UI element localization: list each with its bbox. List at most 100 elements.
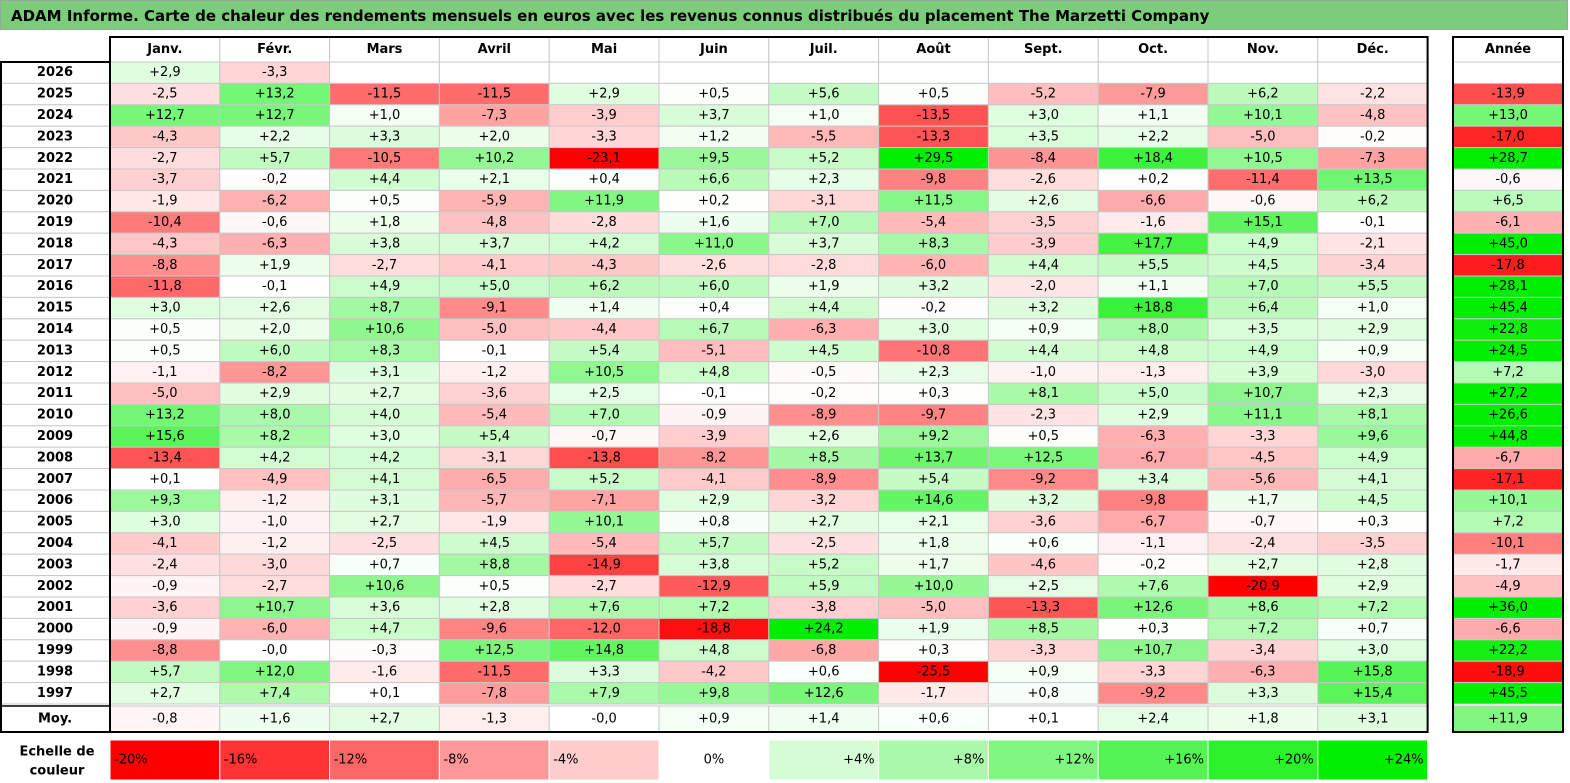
cell-value: -3,4: [1250, 643, 1275, 658]
cell-value: -4,1: [482, 258, 507, 273]
year-label: 2026: [37, 65, 73, 80]
annual-value: +22,2: [1488, 643, 1528, 658]
cell-value: -1,0: [262, 515, 287, 530]
cell-value: +2,7: [369, 515, 401, 530]
cell-value: +10,0: [914, 579, 954, 594]
cell-value: +0,1: [149, 472, 181, 487]
cell-value: +12,5: [474, 643, 514, 658]
cell-value: +2,8: [1357, 557, 1389, 572]
average-value: +2,4: [1137, 712, 1169, 727]
cell-value: +4,2: [259, 450, 291, 465]
cell-value: +1,2: [698, 129, 730, 144]
cell-value: +1,1: [1137, 279, 1169, 294]
cell-value: +6,0: [698, 279, 730, 294]
cell-value: +13,5: [1353, 172, 1393, 187]
cell-value: -3,9: [1031, 236, 1056, 251]
cell-value: +5,2: [808, 557, 840, 572]
cell-value: +2,7: [369, 386, 401, 401]
heatmap-cell: [1207, 61, 1319, 84]
cell-value: +3,0: [149, 515, 181, 530]
cell-value: +5,7: [259, 151, 291, 166]
cell-value: -1,6: [1140, 215, 1165, 230]
average-value: -0,0: [591, 712, 616, 727]
annual-value: -10,1: [1491, 536, 1525, 551]
cell-value: -4,1: [701, 472, 726, 487]
cell-value: +7,2: [1247, 622, 1279, 637]
cell-value: +4,9: [1247, 343, 1279, 358]
cell-value: +2,0: [259, 322, 291, 337]
annual-value: -18,9: [1491, 664, 1525, 679]
heatmap-cell: [987, 61, 1099, 84]
cell-value: +4,5: [1247, 258, 1279, 273]
cell-value: -2,7: [591, 579, 616, 594]
cell-value: +1,0: [808, 108, 840, 123]
year-label: 2021: [37, 172, 73, 187]
year-label: 1997: [37, 686, 73, 701]
cell-value: -23,1: [587, 151, 621, 166]
cell-value: +3,8: [698, 557, 730, 572]
cell-value: +3,7: [698, 108, 730, 123]
cell-value: +4,7: [369, 622, 401, 637]
cell-value: +3,2: [918, 279, 950, 294]
cell-value: +1,6: [698, 215, 730, 230]
average-label-cell: [0, 705, 111, 733]
cell-value: +11,5: [914, 194, 954, 209]
annual-value: +27,2: [1488, 386, 1528, 401]
cell-value: +4,1: [369, 472, 401, 487]
scale-label: -16%: [224, 753, 258, 768]
year-label: 1999: [37, 643, 73, 658]
cell-value: +10,5: [584, 365, 624, 380]
cell-value: -8,2: [701, 450, 726, 465]
cell-value: -5,0: [921, 600, 946, 615]
cell-value: +0,5: [369, 194, 401, 209]
cell-value: -6,3: [811, 322, 836, 337]
scale-swatch: [1097, 739, 1209, 781]
cell-value: +8,1: [1357, 408, 1389, 423]
cell-value: +4,5: [479, 536, 511, 551]
cell-value: +10,6: [365, 322, 405, 337]
year-label: 2002: [37, 579, 73, 594]
year-label: 2022: [37, 151, 73, 166]
year-column-border: [0, 61, 111, 733]
cell-value: +2,9: [259, 386, 291, 401]
annual-value: +7,2: [1492, 515, 1524, 530]
cell-value: +3,4: [1137, 472, 1169, 487]
cell-value: -5,0: [482, 322, 507, 337]
year-label: 2004: [37, 536, 73, 551]
cell-value: -9,8: [921, 172, 946, 187]
cell-value: -8,4: [1031, 151, 1056, 166]
cell-value: -4,2: [701, 664, 726, 679]
annual-value: +44,8: [1488, 429, 1528, 444]
year-label: 2015: [37, 301, 73, 316]
cell-value: +5,6: [808, 87, 840, 102]
cell-value: -2,1: [1360, 236, 1385, 251]
cell-value: -6,7: [1140, 450, 1165, 465]
cell-value: +5,4: [918, 472, 950, 487]
cell-value: -0,9: [152, 622, 177, 637]
cell-value: -8,8: [152, 258, 177, 273]
cell-value: -4,9: [262, 472, 287, 487]
cell-value: +8,3: [918, 236, 950, 251]
cell-value: +7,4: [259, 686, 291, 701]
cell-value: -11,4: [1246, 172, 1280, 187]
cell-value: +6,2: [1357, 194, 1389, 209]
cell-value: +3,1: [369, 493, 401, 508]
cell-value: +2,2: [259, 129, 291, 144]
month-header-cell: [548, 36, 660, 63]
cell-value: +4,4: [808, 301, 840, 316]
annual-value: +28,1: [1488, 279, 1528, 294]
cell-value: +7,6: [588, 600, 620, 615]
month-header-cell: [1207, 36, 1319, 63]
cell-value: +12,7: [255, 108, 295, 123]
cell-value: -0,1: [262, 279, 287, 294]
cell-value: +12,0: [255, 664, 295, 679]
annual-value: -0,6: [1495, 172, 1520, 187]
cell-value: -0,2: [1140, 557, 1165, 572]
cell-value: +3,0: [918, 322, 950, 337]
cell-value: -0,2: [921, 301, 946, 316]
scale-label: -8%: [443, 753, 468, 768]
cell-value: -9,1: [482, 301, 507, 316]
cell-value: -3,7: [152, 172, 177, 187]
scale-label: 0%: [704, 753, 725, 768]
average-cell: [1207, 705, 1319, 733]
